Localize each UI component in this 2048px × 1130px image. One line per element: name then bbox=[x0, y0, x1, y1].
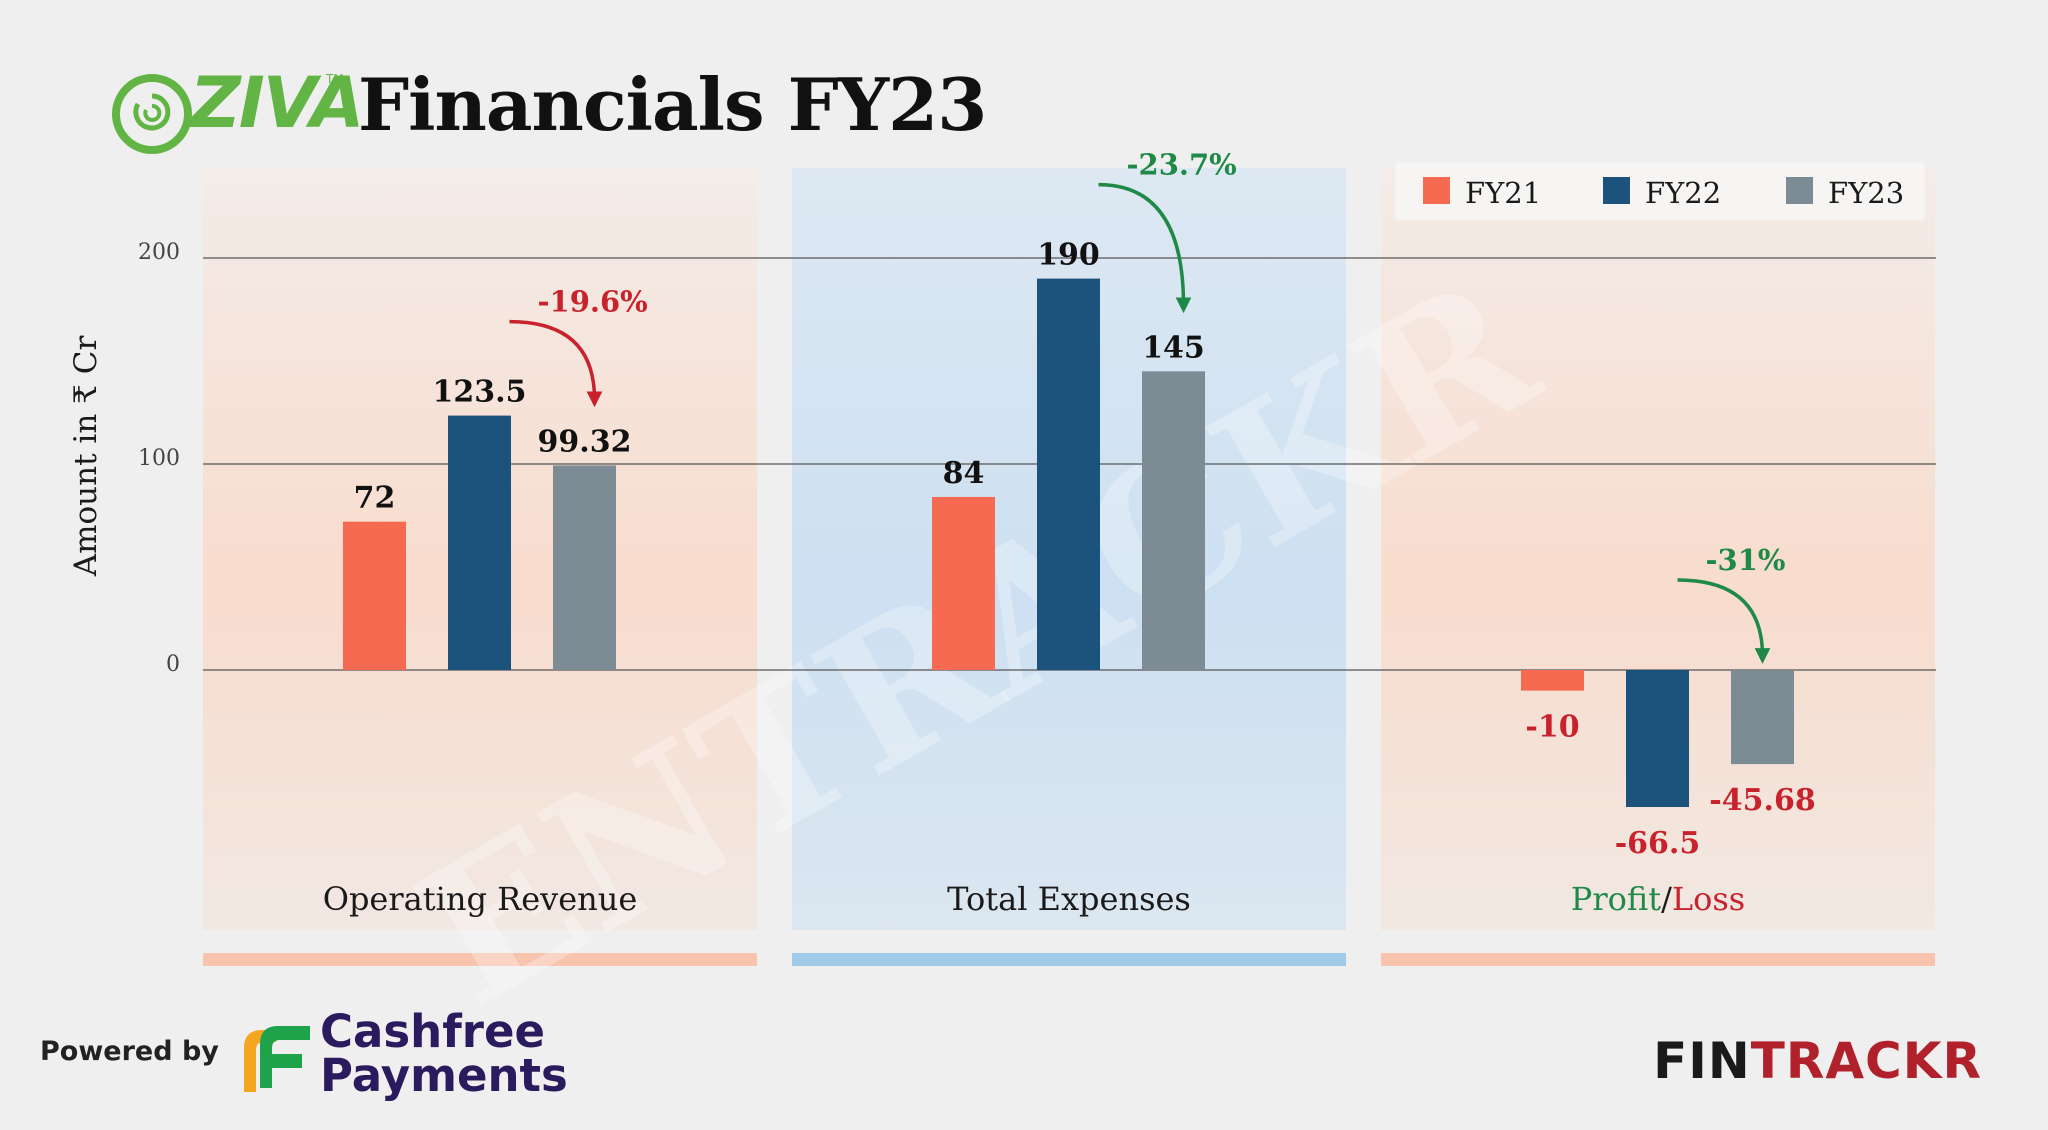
category-label-part: Total Expenses bbox=[947, 880, 1191, 918]
category-label-part: Loss bbox=[1672, 880, 1745, 918]
legend-box bbox=[1395, 162, 1925, 220]
panel-underline-bar bbox=[1381, 953, 1935, 966]
bar-fy22 bbox=[1626, 670, 1689, 807]
bar-fy23 bbox=[553, 465, 616, 670]
data-label: -10 bbox=[1525, 710, 1579, 745]
page-title: Financials FY23 bbox=[358, 62, 987, 147]
data-label: 99.32 bbox=[538, 424, 632, 459]
y-axis-label: Amount in ₹ Cr bbox=[68, 336, 104, 578]
category-label: Profit/Loss bbox=[1571, 880, 1745, 918]
data-label: -66.5 bbox=[1615, 826, 1701, 861]
sponsor-line-2: Payments bbox=[320, 1049, 568, 1102]
data-label: 145 bbox=[1142, 330, 1205, 365]
cashfree-logo-icon bbox=[244, 1026, 310, 1092]
legend-swatch-fy21 bbox=[1423, 177, 1450, 204]
change-label: -23.7% bbox=[1127, 148, 1237, 182]
category-label-part: / bbox=[1661, 880, 1672, 918]
brand-part-2: TRACKR bbox=[1750, 1032, 1982, 1090]
data-label: 72 bbox=[354, 481, 396, 516]
y-tick-label: 200 bbox=[138, 240, 180, 265]
change-arrow bbox=[1677, 578, 1771, 664]
change-arrow bbox=[509, 319, 603, 408]
category-label: Operating Revenue bbox=[323, 880, 638, 918]
data-label: 84 bbox=[943, 456, 985, 491]
sponsor-line-1: Cashfree bbox=[320, 1005, 546, 1058]
y-tick-label: 0 bbox=[166, 652, 180, 677]
data-label: 123.5 bbox=[433, 375, 527, 410]
bar-fy21 bbox=[343, 521, 406, 670]
change-label: -19.6% bbox=[538, 285, 648, 319]
bar-fy23 bbox=[1142, 371, 1205, 670]
bar-fy21 bbox=[932, 496, 995, 670]
oziva-logo-icon bbox=[112, 74, 192, 154]
legend-label: FY23 bbox=[1828, 176, 1904, 210]
data-label: 190 bbox=[1037, 238, 1100, 273]
change-label: -31% bbox=[1706, 543, 1786, 577]
trademark-mark: TM bbox=[326, 72, 344, 86]
legend-swatch-fy23 bbox=[1786, 177, 1813, 204]
powered-by-label: Powered by bbox=[40, 1036, 219, 1067]
panel-underline-bar bbox=[792, 953, 1346, 966]
data-label: -45.68 bbox=[1709, 783, 1815, 818]
change-arrow bbox=[1098, 182, 1192, 314]
legend-label: FY22 bbox=[1645, 176, 1721, 210]
sponsor-name: Cashfree Payments bbox=[320, 1005, 568, 1102]
bar-fy22 bbox=[1037, 278, 1100, 670]
brand-logo-text: ZIVA bbox=[190, 62, 364, 144]
legend-label: FY21 bbox=[1465, 176, 1541, 210]
category-label-part: Operating Revenue bbox=[323, 880, 638, 918]
bar-fy21 bbox=[1521, 670, 1584, 691]
category-label: Total Expenses bbox=[947, 880, 1191, 918]
bar-fy23 bbox=[1731, 670, 1794, 765]
bar-fy22 bbox=[448, 415, 511, 670]
brand-part-1: FIN bbox=[1653, 1032, 1751, 1090]
legend-swatch-fy22 bbox=[1603, 177, 1630, 204]
category-label-part: Profit bbox=[1571, 880, 1661, 918]
panel-underline-bar bbox=[203, 953, 757, 966]
fintrackr-logo: FINTRACKR bbox=[1653, 1032, 1982, 1090]
y-tick-label: 100 bbox=[138, 446, 180, 471]
